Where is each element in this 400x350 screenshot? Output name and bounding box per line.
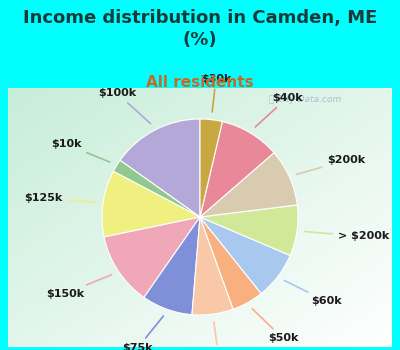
Wedge shape xyxy=(192,217,233,315)
Text: $20k: $20k xyxy=(203,322,234,350)
Wedge shape xyxy=(200,217,290,294)
Text: $100k: $100k xyxy=(98,88,151,124)
Text: $50k: $50k xyxy=(252,309,298,343)
Text: Income distribution in Camden, ME
(%): Income distribution in Camden, ME (%) xyxy=(23,9,377,49)
Text: $60k: $60k xyxy=(284,280,342,306)
Wedge shape xyxy=(200,121,274,217)
Text: ⓘ City-Data.com: ⓘ City-Data.com xyxy=(269,95,341,104)
Text: $150k: $150k xyxy=(46,275,112,299)
Wedge shape xyxy=(104,217,200,298)
Text: All residents: All residents xyxy=(146,75,254,90)
Wedge shape xyxy=(200,205,298,256)
Text: $200k: $200k xyxy=(297,155,365,174)
Wedge shape xyxy=(200,153,297,217)
Wedge shape xyxy=(102,171,200,237)
Text: $40k: $40k xyxy=(255,93,302,127)
Wedge shape xyxy=(120,119,200,217)
Text: > $200k: > $200k xyxy=(305,231,389,242)
Text: $125k: $125k xyxy=(24,193,95,203)
Wedge shape xyxy=(113,160,200,217)
Text: $30k: $30k xyxy=(201,74,231,112)
Wedge shape xyxy=(200,119,222,217)
Wedge shape xyxy=(200,217,261,309)
Text: $10k: $10k xyxy=(51,139,110,162)
Text: $75k: $75k xyxy=(122,316,164,350)
Wedge shape xyxy=(144,217,200,315)
